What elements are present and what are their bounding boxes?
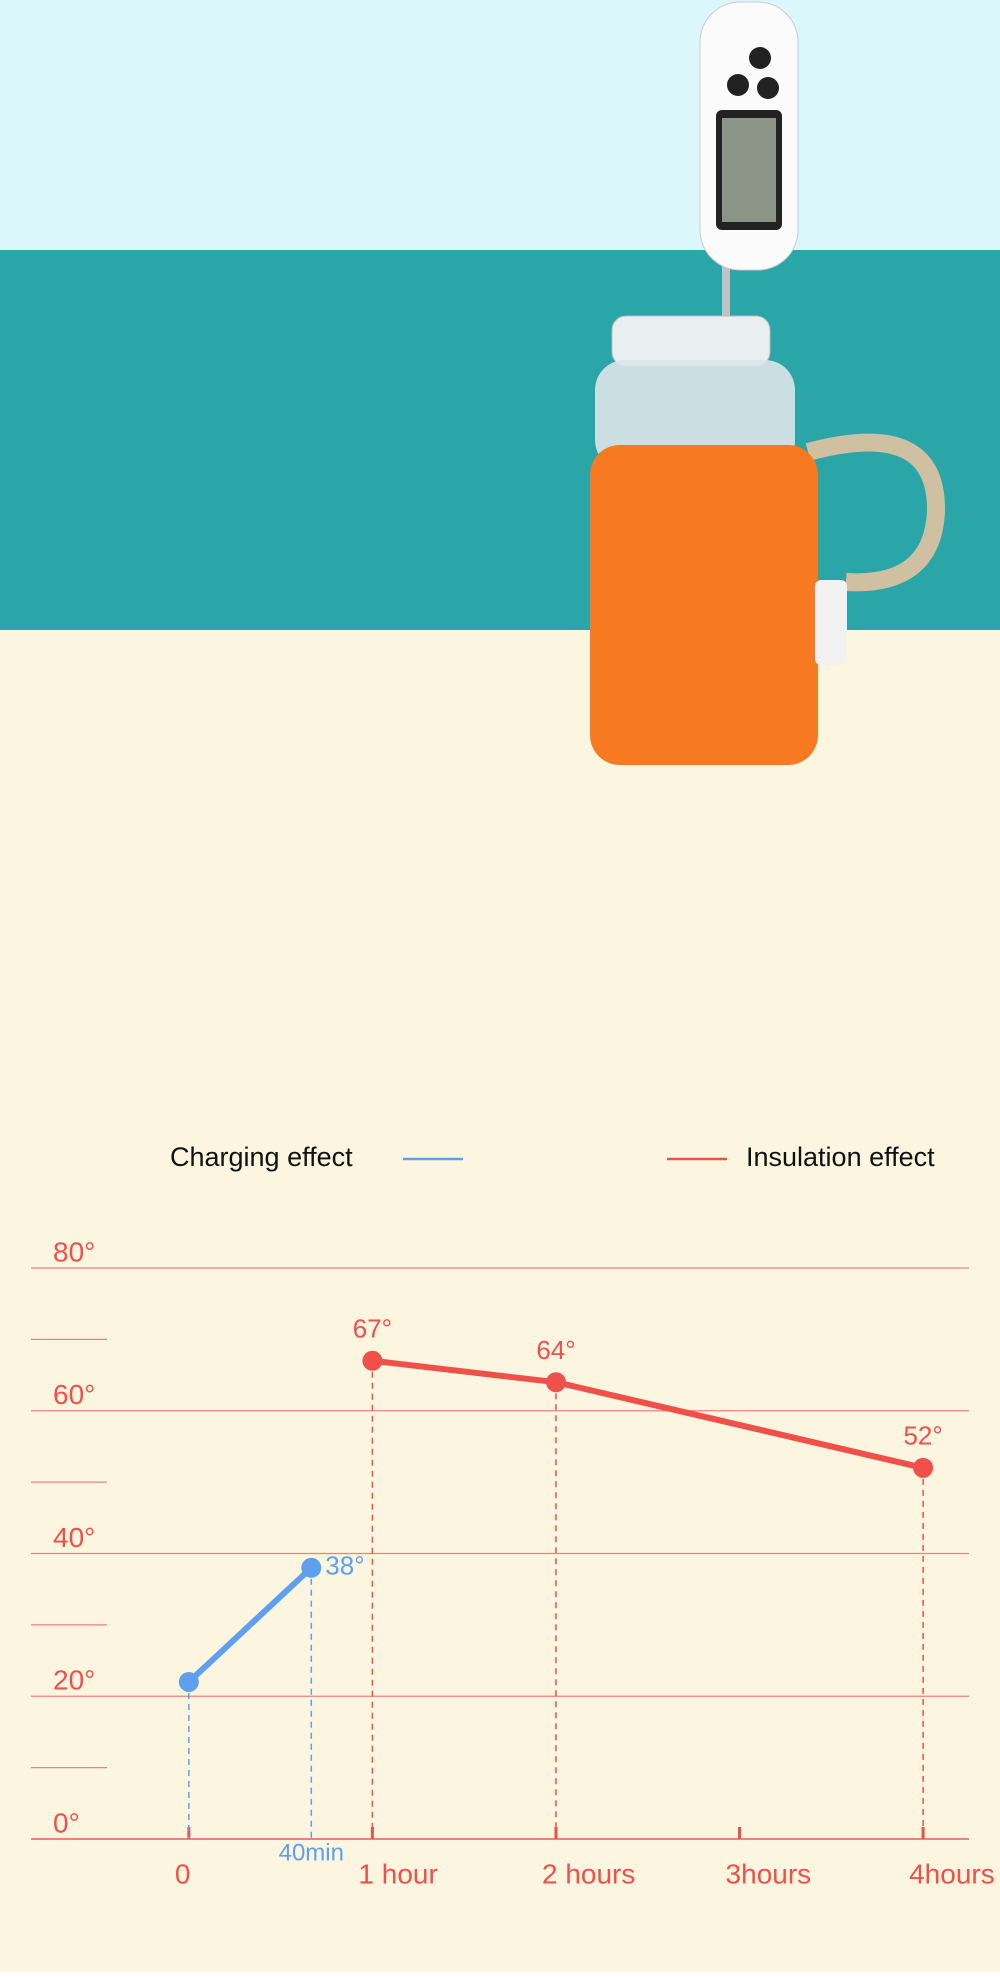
y-tick-label: 80°	[53, 1236, 95, 1267]
data-point	[545, 1372, 566, 1393]
data-label: 64°	[536, 1335, 575, 1365]
x-tick-label: 0	[175, 1858, 191, 1889]
y-tick-label: 20°	[53, 1665, 95, 1696]
x-tick-label: 3hours	[726, 1858, 812, 1889]
x-tick-label: 40min	[279, 1839, 344, 1866]
y-tick-label: 0°	[53, 1807, 80, 1838]
x-tick-label: 2 hours	[542, 1858, 635, 1889]
data-point	[362, 1350, 383, 1371]
legend-label: Insulation effect	[746, 1142, 935, 1172]
lcd	[722, 118, 776, 222]
x-tick-label: 1 hour	[358, 1858, 437, 1889]
y-tick-label: 60°	[53, 1379, 95, 1410]
jar-glass	[595, 360, 795, 470]
data-label: 67°	[353, 1314, 392, 1344]
data-point	[301, 1557, 322, 1578]
data-label: 52°	[903, 1421, 942, 1451]
orange-sleeve	[590, 445, 818, 765]
data-point	[913, 1457, 934, 1478]
strap	[805, 433, 946, 592]
button	[727, 74, 749, 96]
data-label: 38°	[325, 1551, 364, 1581]
series-line	[186, 1565, 314, 1685]
data-point	[178, 1671, 199, 1692]
y-tick-label: 40°	[53, 1522, 95, 1553]
sky-band	[0, 0, 1000, 250]
button	[749, 47, 771, 69]
legend-label: Charging effect	[170, 1142, 353, 1172]
jar-lid	[611, 315, 771, 367]
switch	[815, 580, 847, 665]
product-photo	[590, 1, 946, 765]
x-tick-label: 4hours	[909, 1858, 995, 1889]
cream-background	[0, 630, 1000, 1972]
button	[757, 77, 779, 99]
probe	[722, 240, 730, 350]
